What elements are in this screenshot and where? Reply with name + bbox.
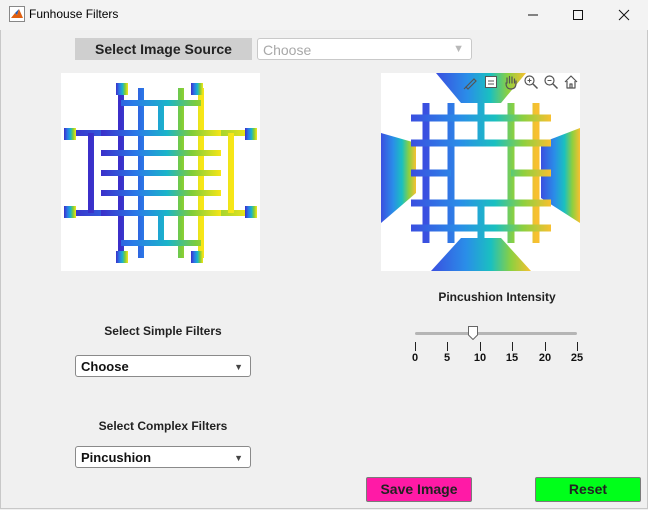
save-image-button[interactable]: Save Image xyxy=(366,477,472,502)
chevron-down-icon: ▼ xyxy=(234,362,243,372)
close-button[interactable] xyxy=(601,0,647,30)
slider-tick xyxy=(480,342,481,351)
slider-tick-label: 25 xyxy=(570,352,584,364)
slider-tick xyxy=(512,342,513,351)
complex-filters-label: Select Complex Filters xyxy=(98,419,228,433)
simple-filters-label: Select Simple Filters xyxy=(104,324,222,338)
slider-tick-label: 15 xyxy=(505,352,519,364)
title-bar: Funhouse Filters xyxy=(0,0,648,30)
slider-tick-label: 20 xyxy=(538,352,552,364)
zoom-in-icon[interactable] xyxy=(522,73,540,91)
complex-filters-value: Pincushion xyxy=(81,450,152,465)
slider-tick-label: 5 xyxy=(443,352,451,364)
original-image xyxy=(61,73,260,271)
slider-tick xyxy=(447,342,448,351)
complex-filters-dropdown[interactable]: Pincushion ▼ xyxy=(75,446,251,468)
slider-tick-label: 10 xyxy=(473,352,487,364)
minimize-button[interactable] xyxy=(510,0,556,30)
image-source-label: Select Image Source xyxy=(75,38,252,60)
pan-icon[interactable] xyxy=(502,73,520,91)
maximize-button[interactable] xyxy=(555,0,601,30)
intensity-slider-track[interactable] xyxy=(415,332,577,335)
window-title: Funhouse Filters xyxy=(29,7,119,21)
chevron-down-icon: ▼ xyxy=(453,43,464,55)
datatip-icon[interactable] xyxy=(482,73,500,91)
intensity-slider-thumb[interactable] xyxy=(468,326,478,341)
chevron-down-icon: ▼ xyxy=(234,453,243,463)
axes-toolbar xyxy=(462,73,580,93)
image-source-value: Choose xyxy=(263,42,312,58)
slider-tick-label: 0 xyxy=(411,352,419,364)
intensity-label: Pincushion Intensity xyxy=(438,290,556,304)
slider-tick xyxy=(545,342,546,351)
slider-tick xyxy=(415,342,416,351)
filtered-image xyxy=(381,73,580,271)
zoom-out-icon[interactable] xyxy=(542,73,560,91)
matlab-icon xyxy=(9,6,25,22)
simple-filters-value: Choose xyxy=(81,359,129,374)
brush-icon[interactable] xyxy=(462,73,480,91)
simple-filters-dropdown[interactable]: Choose ▼ xyxy=(75,355,251,377)
home-icon[interactable] xyxy=(562,73,580,91)
image-source-dropdown[interactable]: Choose ▼ xyxy=(257,38,472,60)
reset-button[interactable]: Reset xyxy=(535,477,641,502)
slider-tick xyxy=(577,342,578,351)
